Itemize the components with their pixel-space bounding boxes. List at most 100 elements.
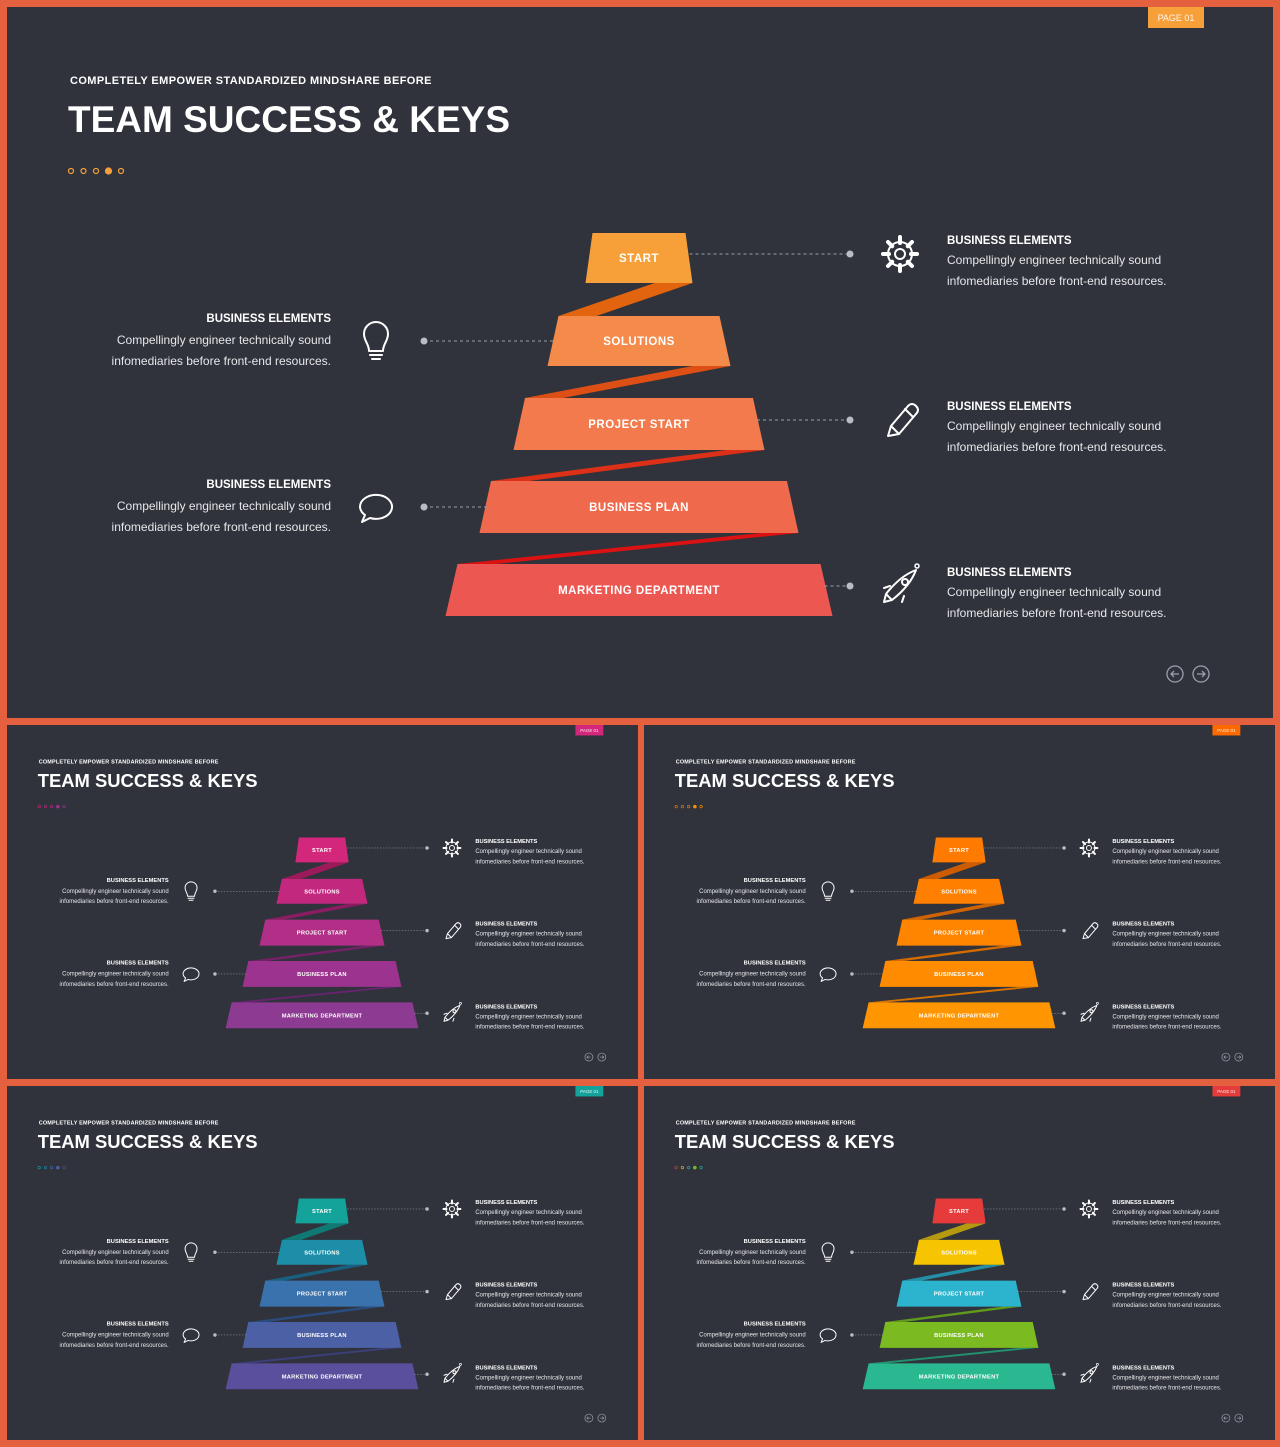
pyramid-ribbon [525,366,731,398]
prev-arrow-icon[interactable] [1166,665,1184,683]
gear-icon [1079,1199,1099,1219]
pyramid-tier-label: BUSINESS PLAN [297,1333,347,1339]
next-slide-button[interactable] [597,1052,607,1062]
slide-subtitle: COMPLETELY EMPOWER STANDARDIZED MINDSHAR… [676,1120,856,1126]
pencil-icon [445,1283,462,1301]
slide-title: TEAM SUCCESS & KEYS [38,1131,258,1152]
pyramid-tier-label: MARKETING DEPARTMENT [282,1374,363,1380]
next-arrow-icon[interactable] [1192,665,1210,683]
next-slide-button[interactable] [597,1413,607,1423]
next-arrow-icon[interactable] [1234,1052,1244,1062]
callout-heading: BUSINESS ELEMENTS [475,1365,537,1371]
callout-left: BUSINESS ELEMENTS Compellingly engineer t… [59,1239,280,1266]
callout-right: BUSINESS ELEMENTS Compellingly engineer t… [1017,1283,1222,1309]
slide-title: TEAM SUCCESS & KEYS [675,1131,895,1152]
connector-dot [213,1250,217,1255]
connector-dot [425,1011,429,1016]
next-slide-button[interactable] [1192,665,1210,683]
progress-dot [699,805,703,809]
callout-heading: BUSINESS ELEMENTS [1112,1200,1174,1206]
speech-bubble-icon [358,493,393,523]
progress-dot [80,167,87,175]
prev-slide-button[interactable] [584,1413,594,1423]
callout-heading: BUSINESS ELEMENTS [107,960,169,966]
progress-dot [50,805,54,809]
prev-slide-button[interactable] [1221,1413,1231,1423]
gear-icon [442,1199,462,1219]
prev-slide-button[interactable] [584,1052,594,1062]
pyramid-tier [913,1239,1005,1265]
next-arrow-icon[interactable] [597,1413,607,1423]
slide-canvas: PAGE 01 COMPLETELY EMPOWER STANDARDIZED M… [67,7,1210,683]
callout-right: BUSINESS ELEMENTS Compellingly engineer t… [984,1199,1222,1226]
callout-heading: BUSINESS ELEMENTS [107,1239,169,1245]
callout-line: infomediaries before front-end resources… [1112,1025,1221,1031]
prev-arrow-icon[interactable] [584,1052,594,1062]
page-badge [575,725,604,736]
prev-arrow-glyph[interactable] [1170,670,1179,678]
pyramid-tier-label: BUSINESS PLAN [297,972,347,978]
pyramid-ribbon [281,862,349,879]
pyramid-ribbon [918,862,986,879]
connector-dot [213,1333,217,1337]
next-arrow-icon[interactable] [597,1052,607,1062]
pyramid-tier-label: SOLUTIONS [304,1250,340,1256]
pyramid-tier [932,1198,986,1224]
next-arrow-glyph[interactable] [1197,670,1206,678]
next-slide-button[interactable] [1234,1052,1244,1062]
lightbulb-icon [821,881,835,901]
next-arrow-icon[interactable] [1234,1413,1244,1423]
callout-line: infomediaries before front-end resources… [1112,859,1221,865]
pyramid-tier [295,1198,349,1224]
connector-dot [213,972,217,976]
lightbulb-icon [184,881,198,901]
callout-line: Compellingly engineer technically sound [947,585,1161,599]
callout-line: Compellingly engineer technically sound [1112,1375,1219,1381]
prev-arrow-icon[interactable] [1221,1413,1231,1423]
pyramid-tier [862,1002,1056,1029]
callout-heading: BUSINESS ELEMENTS [947,235,1072,247]
connector-dot [425,1372,429,1377]
lightbulb-icon [363,321,389,360]
callout-heading: BUSINESS ELEMENTS [947,567,1072,579]
prev-arrow-glyph[interactable] [1223,1055,1228,1059]
pyramid-tier [225,1363,419,1390]
prev-arrow-glyph[interactable] [1223,1416,1228,1420]
prev-slide-button[interactable] [1166,665,1184,683]
page-badge-label: PAGE 01 [580,728,599,733]
progress-dot [56,804,60,809]
pyramid-ribbons [868,862,1039,1003]
callout-left: BUSINESS ELEMENTS Compellingly engineer t… [696,1239,917,1266]
progress-dot [699,1166,703,1170]
next-arrow-glyph[interactable] [599,1416,605,1420]
pyramid: START SOLUTIONS PROJECT START BUSINESS PLAN… [225,837,419,1029]
prev-arrow-icon[interactable] [1221,1052,1231,1062]
callout-heading: BUSINESS ELEMENTS [1112,922,1174,928]
prev-slide-button[interactable] [1221,1052,1231,1062]
callout-right: BUSINESS ELEMENTS Compellingly engineer t… [414,1362,585,1392]
callout-line: infomediaries before front-end resources… [475,942,584,948]
pyramid: START SOLUTIONS PROJECT START BUSINESS PLAN… [445,233,833,616]
prev-arrow-icon[interactable] [584,1413,594,1423]
progress-dot [117,167,125,175]
prev-arrow-glyph[interactable] [586,1416,591,1420]
connector-dot [1062,1289,1066,1294]
callout-heading: BUSINESS ELEMENTS [1112,1004,1174,1010]
page-badge-label: PAGE 01 [580,1089,599,1094]
pyramid-tier [896,1280,1022,1307]
next-arrow-glyph[interactable] [1236,1055,1242,1059]
pyramid-ribbons [868,1223,1039,1364]
next-arrow-glyph[interactable] [1236,1416,1242,1420]
callout-line: Compellingly engineer technically sound [947,419,1161,433]
callout-line: infomediaries before front-end resources… [696,1260,805,1266]
progress-dot [674,1166,678,1170]
slide-canvas: PAGE 01 COMPLETELY EMPOWER STANDARDIZED M… [674,1086,1244,1423]
callout-line: infomediaries before front-end resources… [947,274,1166,288]
callout-line: Compellingly engineer technically sound [475,1375,582,1381]
callout-line: Compellingly engineer technically sound [475,1210,582,1216]
next-arrow-glyph[interactable] [599,1055,605,1059]
prev-arrow-glyph[interactable] [586,1055,591,1059]
connector-dot [1062,1372,1066,1377]
connector-dot [850,1250,854,1255]
next-slide-button[interactable] [1234,1413,1244,1423]
